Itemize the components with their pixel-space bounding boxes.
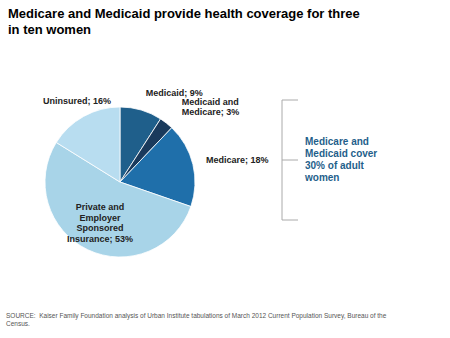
title-line: in ten women xyxy=(8,22,91,37)
slice-label: Private andEmployerSponsoredInsurance; 5… xyxy=(67,203,133,244)
text-line: Insurance; 53% xyxy=(67,234,133,244)
slice-label: Medicaid andMedicare; 3% xyxy=(182,98,240,118)
chart: Medicare and Medicaid provide health cov… xyxy=(0,0,450,338)
source-line: Census. xyxy=(6,320,30,327)
text-line: Medicare; 18% xyxy=(206,156,269,166)
source: SOURCE: Kaiser Family Foundation analysi… xyxy=(6,312,387,327)
text-line: 30% of adult xyxy=(305,160,365,171)
text-line: Employer xyxy=(80,213,122,223)
title-line: Medicare and Medicaid provide health cov… xyxy=(8,6,360,21)
slice xyxy=(56,107,120,182)
text-line: Medicare and xyxy=(305,136,369,147)
slice-label: Medicare; 18% xyxy=(206,156,269,166)
bracket-line xyxy=(282,100,298,101)
bracket-line xyxy=(282,160,298,161)
bracket-line xyxy=(282,220,298,221)
text-line: Sponsored xyxy=(77,224,124,234)
pie: Medicaid; 9%Medicaid andMedicare; 3%Medi… xyxy=(43,89,269,257)
text-line: Private and xyxy=(76,203,125,213)
annotation: Medicare andMedicaid cover30% of adultwo… xyxy=(304,136,377,183)
slice-label: Uninsured; 16% xyxy=(43,96,111,106)
title: Medicare and Medicaid provide health cov… xyxy=(8,6,360,37)
text-line: Medicaid and xyxy=(182,98,239,108)
text-line: Medicare; 3% xyxy=(182,108,240,118)
text-line: women xyxy=(304,172,339,183)
text-line: Medicaid cover xyxy=(305,148,377,159)
source-line: SOURCE: Kaiser Family Foundation analysi… xyxy=(6,312,387,320)
text-line: Uninsured; 16% xyxy=(43,96,111,106)
bracket xyxy=(282,100,298,220)
